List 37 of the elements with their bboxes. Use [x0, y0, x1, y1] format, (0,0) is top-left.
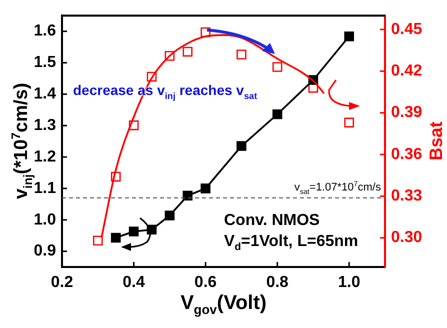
- y-tick-label: 1.4: [34, 86, 56, 103]
- annotation: Conv. NMOS: [222, 212, 322, 230]
- y-tick-label: 1.6: [34, 22, 56, 40]
- y2-tick-label: 0.39: [391, 104, 422, 122]
- point: [236, 141, 246, 151]
- y2-tick-label: 0.42: [391, 62, 422, 80]
- point: [110, 232, 121, 243]
- x-tick-label: 0.8: [266, 274, 289, 292]
- point: [200, 184, 210, 194]
- point: [344, 118, 354, 128]
- point: [182, 190, 193, 201]
- y-tick-label: 1.3: [34, 116, 56, 134]
- x-tick-label: 0.4: [122, 274, 145, 292]
- point: [164, 210, 175, 220]
- y-tick-label: 0.9: [34, 242, 56, 260]
- annotation: V$_{d}$=1Volt, L=65nm: [222, 233, 360, 255]
- point: [182, 46, 193, 57]
- point: [344, 31, 354, 42]
- ref-line-label: v$_{sat}$=1.07*10$^{7}$cm/s: [294, 180, 381, 196]
- point: [272, 109, 282, 120]
- y2-axis-title: Bsat: [426, 122, 446, 161]
- y-tick-label: 1.1: [34, 180, 56, 197]
- x-tick-label: 0.6: [194, 274, 217, 292]
- y-tick-label: 1.2: [34, 148, 56, 166]
- y-tick-label: 1.5: [34, 54, 56, 72]
- y2-tick-label: 0.30: [391, 229, 422, 246]
- point: [272, 62, 282, 72]
- point: [128, 226, 139, 236]
- point: [92, 236, 103, 246]
- point: [236, 50, 246, 60]
- y2-tick-label: 0.36: [391, 146, 422, 163]
- x-tick-label: 1.0: [338, 274, 360, 292]
- y-tick-label: 1.0: [34, 211, 56, 228]
- x-axis-title: V$_{gov}$(Volt): [180, 292, 267, 317]
- y2-tick-label: 0.45: [391, 20, 422, 38]
- x-tick-label: 0.2: [50, 274, 74, 292]
- y2-tick-label: 0.33: [391, 188, 422, 205]
